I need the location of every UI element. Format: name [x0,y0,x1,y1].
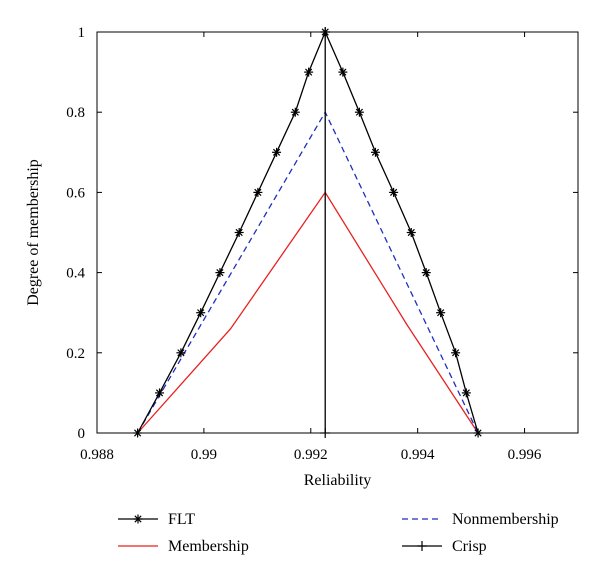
asterisk-stroke [390,188,398,197]
y-tick-label: 0.8 [66,105,85,121]
data-point-flt [461,388,471,398]
asterisk-stroke [216,268,224,277]
legend-item-nonmembership: Nonmembership [402,511,559,528]
data-point-flt [234,228,244,237]
data-point-flt [338,67,348,77]
asterisk-stroke [339,68,347,76]
x-tick-label: 0.994 [401,447,435,463]
data-point-flt [436,308,446,318]
x-tick-label: 0.996 [508,447,542,463]
tick-layer: 0.988 0.99 0.992 0.994 0.996 0 0.2 0.4 0.6 0.8 1 [66,25,578,463]
y-axis-label: Degree of membership [25,159,42,306]
data-point-flt [215,268,225,278]
data-point-flt [389,187,399,197]
data-point-flt [133,428,143,438]
legend-label-crisp: Crisp [452,538,487,555]
legend-item-crisp: Crisp [402,538,487,555]
asterisk-stroke [355,108,364,116]
asterisk-stroke [272,148,281,156]
x-tick-label: 0.99 [191,447,217,463]
series-crisp [320,27,331,438]
data-point-flt [473,428,483,438]
data-point-flt [354,107,364,117]
legend-label-membership: Membership [168,538,249,555]
asterisk-stroke [371,148,380,156]
asterisk-stroke [134,515,142,523]
plot-area: 0.988 0.99 0.992 0.994 0.996 0 0.2 0.4 0.6 0.8 1 [66,25,579,463]
legend-label-flt: FLT [168,511,195,528]
data-point-flt [253,187,263,197]
asterisk-stroke [462,389,470,397]
x-tick-label: 0.992 [294,447,328,463]
legend-marker-flt [133,514,143,524]
y-tick-label: 0.4 [66,266,85,282]
asterisk-stroke [305,68,313,76]
asterisk-stroke [235,228,243,237]
asterisk-stroke [134,429,142,437]
data-point-flt [370,147,380,157]
legend-item-flt: FLT [118,511,195,528]
series-layer [133,27,483,438]
data-point-flt [155,388,165,398]
asterisk-stroke [321,28,329,36]
asterisk-stroke [474,429,482,437]
legend-item-membership: Membership [118,538,249,555]
data-point-flt [290,107,300,117]
y-tick-label: 1 [78,25,86,41]
y-tick-label: 0 [78,426,86,442]
asterisk-stroke [407,228,415,237]
plot-frame [96,31,579,434]
asterisk-stroke [422,268,430,277]
series-flt [133,27,483,438]
data-point-flt [320,27,330,37]
data-point-flt [272,147,282,157]
data-point-crisp [320,428,331,438]
data-point-flt [406,228,416,237]
asterisk-stroke [254,188,262,197]
asterisk-stroke [197,309,205,317]
x-axis-label: Reliability [304,472,372,489]
asterisk-stroke [437,309,445,317]
y-tick-label: 0.2 [66,346,85,362]
asterisk-stroke [177,349,185,357]
data-point-flt [421,268,431,278]
series-line-flt [137,30,479,434]
y-tick-label: 0.6 [66,185,85,201]
legend-marker-crisp [417,541,427,551]
data-point-flt [196,308,206,318]
asterisk-stroke [155,389,164,397]
series-line-membership [137,191,479,434]
asterisk-stroke [452,349,460,357]
data-point-flt [176,348,186,358]
series-membership [137,191,479,434]
asterisk-stroke [291,108,299,116]
legend: FLT Nonmembership Membership Crisp [118,511,559,555]
data-point-flt [451,348,461,358]
legend-label-nonmembership: Nonmembership [452,511,559,528]
data-point-flt [304,67,314,77]
x-tick-label: 0.988 [80,447,114,463]
